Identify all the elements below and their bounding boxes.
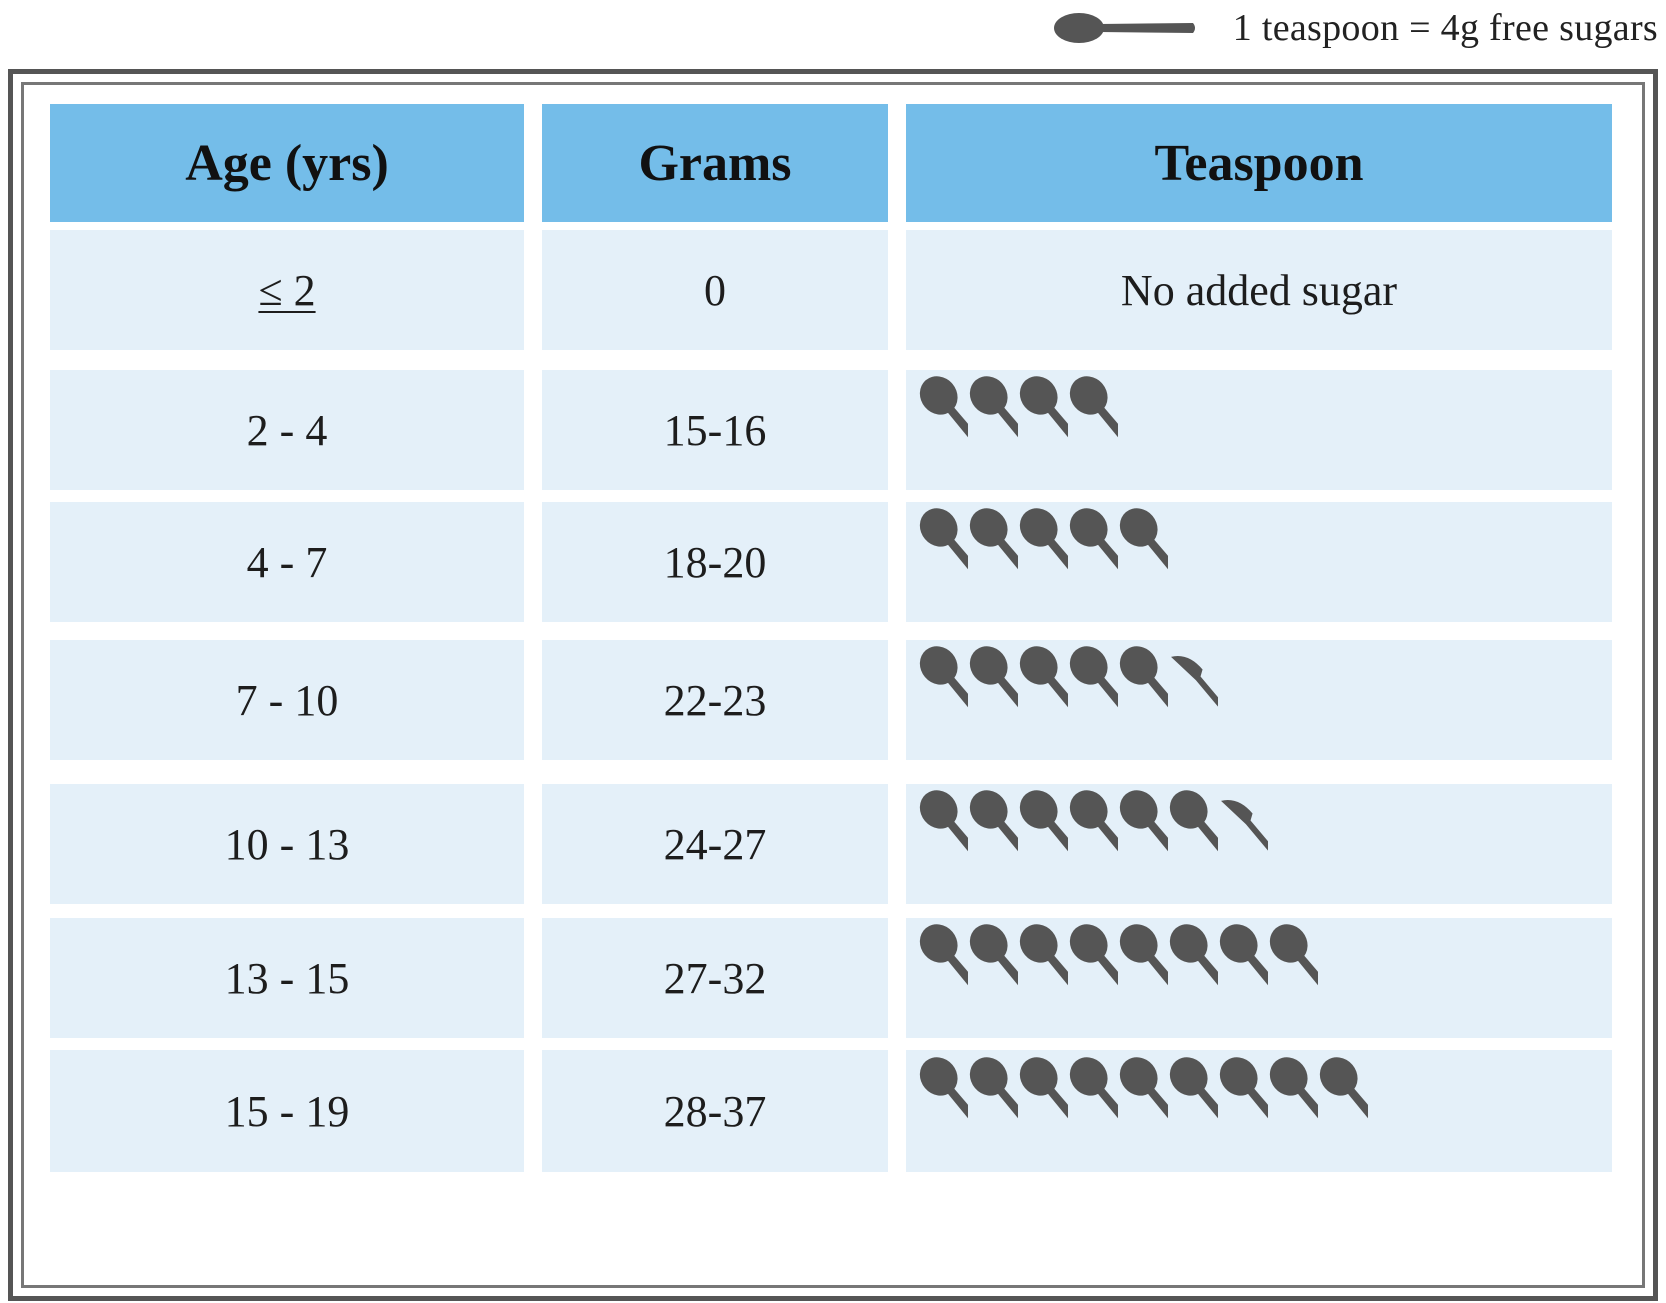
teaspoon-icon [1119, 646, 1168, 746]
age-cell: 7 - 10 [50, 640, 524, 760]
teaspoon-cell [906, 502, 1612, 622]
sugar-table: Age (yrs) Grams Teaspoon ≤ 2 0 No added … [50, 104, 1612, 1247]
header-age: Age (yrs) [50, 104, 524, 222]
age-cell: 13 - 15 [50, 918, 524, 1038]
teaspoon-cell [906, 370, 1612, 490]
table-frame [8, 69, 1658, 1301]
age-value: ≤ 2 [258, 265, 316, 315]
age-cell: ≤ 2 [50, 230, 524, 350]
grams-cell: 24-27 [542, 784, 888, 904]
grams-cell: 27-32 [542, 918, 888, 1038]
column-divider [526, 112, 542, 1239]
header-grams: Grams [542, 104, 888, 222]
table-row: 4 - 7 18-20 [50, 502, 1612, 622]
teaspoon-icon [919, 924, 968, 1024]
age-cell: 10 - 13 [50, 784, 524, 904]
teaspoon-cell [906, 784, 1612, 904]
age-cell: 15 - 19 [50, 1050, 524, 1172]
table-header: Age (yrs) Grams Teaspoon [50, 104, 1612, 222]
teaspoon-icon [1019, 1057, 1068, 1157]
table-row: 13 - 15 27-32 [50, 918, 1612, 1038]
spoon-row [914, 502, 1168, 622]
teaspoon-icon [1269, 1057, 1318, 1157]
teaspoon-icon [969, 1057, 1018, 1157]
teaspoon-icon [1169, 790, 1218, 890]
teaspoon-icon [1069, 646, 1118, 746]
teaspoon-icon [1069, 376, 1118, 476]
teaspoon-icon [1019, 376, 1068, 476]
age-cell: 2 - 4 [50, 370, 524, 490]
teaspoon-icon [1069, 924, 1118, 1024]
table-row: 10 - 13 24-27 [50, 784, 1612, 904]
legend: 1 teaspoon = 4g free sugars [1053, 0, 1658, 56]
teaspoon-icon [1219, 924, 1268, 1024]
teaspoon-icon [969, 646, 1018, 746]
grams-cell: 0 [542, 230, 888, 350]
table-row: 7 - 10 22-23 [50, 640, 1612, 760]
grams-cell: 18-20 [542, 502, 888, 622]
teaspoon-icon [1269, 924, 1318, 1024]
teaspoon-icon [919, 646, 968, 746]
table-row: ≤ 2 0 No added sugar [50, 230, 1612, 350]
table-row: 15 - 19 28-37 [50, 1050, 1612, 1172]
teaspoon-icon [1169, 924, 1218, 1024]
spoon-row [914, 784, 1268, 904]
teaspoon-icon [1019, 924, 1068, 1024]
teaspoon-icon [1019, 508, 1068, 608]
teaspoon-icon [919, 1057, 968, 1157]
teaspoon-icon [969, 924, 1018, 1024]
grams-cell: 22-23 [542, 640, 888, 760]
teaspoon-icon [919, 790, 968, 890]
teaspoon-icon [1119, 1057, 1168, 1157]
teaspoon-cell: No added sugar [906, 230, 1612, 350]
grams-cell: 15-16 [542, 370, 888, 490]
teaspoon-cell [906, 1050, 1612, 1172]
teaspoon-icon [969, 790, 1018, 890]
teaspoon-icon [1069, 508, 1118, 608]
column-divider [889, 112, 905, 1239]
teaspoon-icon [1019, 790, 1068, 890]
spoon-row [914, 370, 1118, 490]
teaspoon-icon [919, 376, 968, 476]
teaspoon-icon [969, 508, 1018, 608]
spoon-row [914, 640, 1218, 760]
teaspoon-icon [1119, 508, 1168, 608]
teaspoon-icon [1219, 1057, 1268, 1157]
teaspoon-cell [906, 640, 1612, 760]
teaspoon-icon [969, 376, 1018, 476]
grams-cell: 28-37 [542, 1050, 888, 1172]
teaspoon-icon [1169, 1057, 1218, 1157]
teaspoon-icon [1069, 1057, 1118, 1157]
spoon-row [914, 1050, 1368, 1172]
partial-teaspoon-icon [1171, 656, 1218, 747]
teaspoon-icon [1119, 790, 1168, 890]
teaspoon-icon [1069, 790, 1118, 890]
teaspoon-icon [1319, 1057, 1368, 1157]
header-teaspoon: Teaspoon [906, 104, 1612, 222]
legend-text: 1 teaspoon = 4g free sugars [1232, 7, 1658, 49]
spoon-row [914, 918, 1318, 1038]
table-row: 2 - 4 15-16 [50, 370, 1612, 490]
teaspoon-icon [919, 508, 968, 608]
age-cell: 4 - 7 [50, 502, 524, 622]
teaspoon-icon [1019, 646, 1068, 746]
teaspoon-icon [1119, 924, 1168, 1024]
teaspoon-icon [1053, 13, 1195, 43]
partial-teaspoon-icon [1221, 800, 1268, 891]
teaspoon-cell [906, 918, 1612, 1038]
table-frame-inner [21, 82, 1645, 1288]
